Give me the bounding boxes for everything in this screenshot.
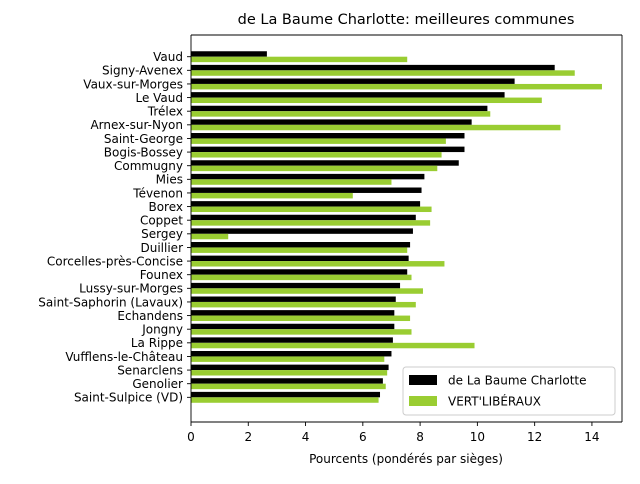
bar-series-1 [191,378,383,384]
bar-series-1 [191,119,472,125]
bar-series-2 [191,397,379,403]
y-tick-label: Saint-George [104,132,183,146]
y-tick-label: Saint-Saphorin (Lavaux) [38,295,183,309]
y-tick-label: Commugny [114,159,183,173]
y-tick-label: Corcelles-près-Concise [47,254,183,268]
bar-series-2 [191,192,353,199]
bar-series-2 [191,97,542,104]
bar-series-1 [191,242,411,248]
y-tick-label: Vaux-sur-Morges [83,77,183,91]
bar-series-1 [191,92,505,98]
bar-series-1 [191,133,465,139]
x-tick-label: 8 [416,430,424,444]
axes-layer: 0 2 4 6 8 10 12 14 VaudSigny-AvenexVaux-sur-Morg… [38,34,623,444]
bar-series-1 [191,228,413,234]
bar-series-1 [191,146,465,153]
y-tick-label: Vaud [153,50,183,64]
x-tick-label: 14 [584,430,599,444]
bar-series-1 [191,255,409,262]
x-tick-label: 0 [187,430,195,444]
bar-series-2 [191,247,408,253]
y-tick-label: Lussy-sur-Morges [79,282,183,296]
bar-series-2 [191,206,432,213]
x-tick-label: 4 [302,430,310,444]
bar-series-2 [191,165,438,172]
bar-series-2 [191,261,445,267]
bar-series-1 [191,64,555,71]
y-tick-label: Arnex-sur-Nyon [90,118,183,132]
bar-series-2 [191,56,408,63]
x-tick-label: 12 [527,430,542,444]
y-tick-label: Founex [140,268,183,282]
x-tick-label: 6 [359,430,367,444]
y-tick-label: Sergey [141,227,183,241]
y-tick-label: Duillier [141,241,184,255]
bars-layer [191,51,602,403]
x-tick-label: 10 [470,430,485,444]
x-axis-label: Pourcents (pondérés par sièges) [309,452,503,466]
y-tick-label: Coppet [140,214,183,228]
legend: de La Baume Charlotte VERT'LIBÉRAUX [402,366,616,416]
bar-series-2 [191,152,442,158]
chart-title: de La Baume Charlotte: meilleures commun… [238,12,575,28]
bar-series-2 [191,111,491,117]
bar-series-2 [191,179,392,185]
bar-series-2 [191,83,602,90]
y-tick-label: Signy-Avenex [102,64,183,78]
bar-series-2 [191,315,411,322]
bar-series-1 [191,214,416,221]
bar-series-1 [191,282,401,289]
bar-series-1 [191,391,381,398]
bar-series-2 [191,138,446,144]
bar-series-2 [191,356,385,362]
bar-series-1 [191,310,395,316]
y-tick-label: Jongny [141,323,183,337]
bar-series-2 [191,370,388,376]
y-tick-label: Saint-Sulpice (VD) [74,391,183,405]
x-tick-label: 2 [244,430,252,444]
bar-series-1 [191,187,422,193]
bar-series-1 [191,323,395,330]
y-tick-label: Tévenon [132,186,183,200]
y-tick-label: Vufflens-le-Château [65,350,183,364]
y-tick-label: Trélex [147,105,183,119]
bar-series-2 [191,301,416,308]
y-tick-label: La Rippe [131,336,183,350]
bar-series-1 [191,51,267,57]
y-tick-label: Senarclens [117,363,183,377]
bar-series-1 [191,105,488,112]
y-tick-label: Le Vaud [135,91,183,105]
bar-series-2 [191,383,386,390]
bar-series-2 [191,233,229,240]
legend-swatch [409,396,437,406]
bar-series-2 [191,329,412,335]
bar-series-2 [191,220,431,226]
bar-series-1 [191,364,389,371]
bar-series-2 [191,288,423,294]
legend-label: VERT'LIBÉRAUX [448,394,541,409]
bar-series-1 [191,296,396,302]
legend-label: de La Baume Charlotte [448,374,587,388]
bar-series-2 [191,70,575,76]
y-tick-label: Borex [148,200,183,214]
bar-series-1 [191,78,515,84]
bar-series-2 [191,124,561,131]
bar-series-1 [191,160,459,166]
bar-series-1 [191,269,408,275]
y-tick-label: Bogis-Bossey [104,145,183,159]
y-tick-label: Mies [156,173,183,187]
bar-series-1 [191,173,425,180]
bar-series-1 [191,201,421,207]
legend-box [402,366,616,416]
bar-series-2 [191,342,475,349]
bar-series-1 [191,351,392,357]
legend-swatch [409,375,437,385]
bar-series-2 [191,274,412,281]
y-tick-label: Echandens [117,309,183,323]
y-tick-label: Genolier [132,377,183,391]
bar-series-1 [191,337,393,343]
